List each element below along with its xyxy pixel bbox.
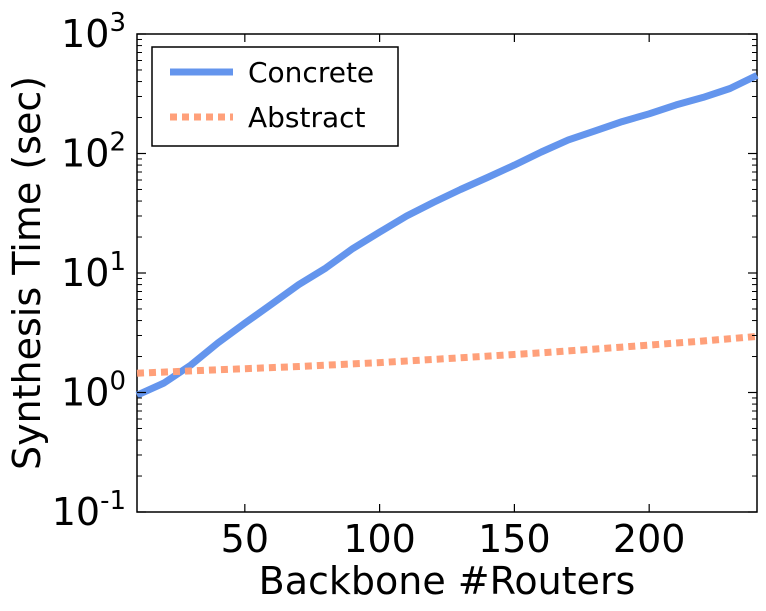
legend: Concrete Abstract (151, 46, 399, 147)
y-tick-label: 100 (61, 367, 126, 415)
series-line-abstract (136, 332, 758, 377)
y-axis-label: Synthesis Time (sec) (5, 76, 49, 470)
legend-box (151, 46, 399, 147)
series-layer (135, 72, 759, 399)
x-tick-label: 150 (478, 517, 551, 561)
x-axis-label: Backbone #Routers (259, 559, 636, 603)
x-tick-label: 100 (343, 517, 416, 561)
series-line-concrete (135, 72, 759, 399)
y-tick-label: 102 (61, 128, 126, 176)
x-tick-label: 50 (221, 517, 269, 561)
legend-label-abstract: Abstract (248, 101, 366, 134)
legend-label-concrete: Concrete (248, 56, 374, 89)
x-tick-label: 200 (613, 517, 686, 561)
y-tick-label: 10-1 (52, 486, 126, 534)
y-tick-label: 103 (61, 8, 126, 56)
y-tick-label: 101 (61, 247, 126, 295)
